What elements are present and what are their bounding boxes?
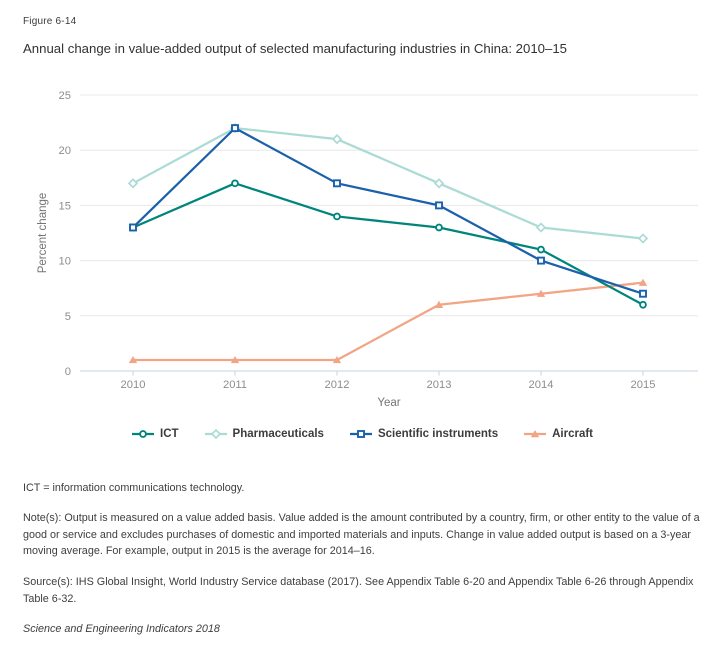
source-text: Source(s): IHS Global Insight, World Ind… bbox=[23, 576, 694, 605]
series-aircraft bbox=[128, 278, 648, 364]
data-point-diamond-marker bbox=[331, 133, 343, 145]
series-line-ict bbox=[132, 182, 644, 306]
data-point-diamond-marker bbox=[433, 178, 445, 189]
data-point-square-marker bbox=[357, 430, 365, 438]
x-axis-title: Year bbox=[377, 397, 400, 409]
abbreviation-note: ICT = information communications technol… bbox=[23, 482, 245, 494]
legend-label: ICT bbox=[160, 428, 179, 440]
series-line-scientific-instruments bbox=[132, 126, 644, 295]
data-point-diamond-marker bbox=[210, 428, 221, 440]
x-tick-label: 2012 bbox=[325, 379, 350, 391]
legend-marker-triangle-icon bbox=[524, 430, 547, 438]
x-tick-label: 2014 bbox=[529, 379, 554, 391]
y-tick-label: 5 bbox=[65, 311, 71, 323]
data-point-circle-marker bbox=[435, 223, 443, 232]
line-chart: 0 5 10 15 20 25 2010 2011 2012 2013 2014 2015 Year Pe… bbox=[37, 90, 698, 409]
chart-legend: ICT Pharmaceuticals Scientific instruments… bbox=[0, 428, 724, 440]
y-axis-title: Percent change bbox=[37, 193, 49, 274]
data-point-circle-marker bbox=[139, 430, 147, 438]
legend-item-aircraft[interactable]: Aircraft bbox=[523, 428, 593, 440]
series-line-aircraft bbox=[133, 281, 644, 362]
legend-label: Pharmaceuticals bbox=[232, 428, 324, 440]
series-line-pharmaceuticals bbox=[132, 126, 644, 240]
x-tick-label: 2013 bbox=[427, 379, 452, 391]
legend-label: Aircraft bbox=[552, 428, 593, 440]
x-tick-label: 2015 bbox=[631, 379, 656, 391]
legend-item-pharmaceuticals[interactable]: Pharmaceuticals bbox=[204, 428, 324, 440]
series-ict bbox=[129, 179, 647, 309]
y-tick-label: 0 bbox=[65, 366, 71, 378]
x-tick-label: 2010 bbox=[121, 379, 146, 391]
legend-item-ict[interactable]: ICT bbox=[131, 428, 179, 440]
data-point-diamond-marker bbox=[535, 222, 547, 233]
data-point-square-marker bbox=[129, 223, 137, 232]
data-point-diamond-marker bbox=[127, 178, 139, 189]
data-point-circle-marker bbox=[639, 300, 647, 309]
y-tick-label: 25 bbox=[59, 90, 71, 102]
data-point-triangle-marker bbox=[332, 355, 342, 364]
data-point-triangle-marker bbox=[638, 278, 648, 286]
legend-marker-diamond-icon bbox=[204, 428, 227, 440]
data-point-square-marker bbox=[639, 289, 647, 298]
data-point-circle-marker bbox=[231, 179, 239, 188]
legend-marker-square-icon bbox=[349, 430, 372, 438]
notes-text: Note(s): Output is measured on a value a… bbox=[23, 512, 700, 557]
series-scientific-instruments bbox=[129, 124, 647, 298]
legend-item-scientific-instruments[interactable]: Scientific instruments bbox=[349, 428, 498, 440]
data-point-circle-marker bbox=[537, 245, 545, 254]
data-point-triangle-marker bbox=[530, 430, 540, 438]
data-point-circle-marker bbox=[333, 212, 341, 221]
legend-marker-circle-icon bbox=[132, 430, 154, 438]
data-point-diamond-marker bbox=[637, 233, 649, 244]
data-point-square-marker bbox=[537, 256, 545, 265]
figure-number: Figure 6-14 bbox=[23, 16, 77, 27]
y-tick-label: 10 bbox=[59, 256, 71, 268]
data-point-triangle-marker bbox=[230, 355, 240, 364]
series-pharmaceuticals bbox=[127, 122, 649, 244]
x-axis: 2010 2011 2012 2013 2014 2015 bbox=[121, 371, 656, 391]
data-point-square-marker bbox=[231, 124, 239, 133]
data-point-triangle-marker bbox=[536, 289, 546, 297]
attribution-text: Science and Engineering Indicators 2018 bbox=[23, 623, 220, 635]
x-tick-label: 2011 bbox=[223, 379, 247, 391]
data-point-triangle-marker bbox=[434, 300, 444, 308]
data-point-square-marker bbox=[333, 179, 341, 188]
figure-title: Annual change in value-added output of s… bbox=[23, 41, 567, 56]
data-point-triangle-marker bbox=[128, 355, 138, 364]
y-tick-label: 15 bbox=[59, 200, 71, 212]
y-tick-label: 20 bbox=[59, 145, 71, 157]
data-point-square-marker bbox=[435, 201, 443, 210]
legend-label: Scientific instruments bbox=[377, 428, 499, 440]
